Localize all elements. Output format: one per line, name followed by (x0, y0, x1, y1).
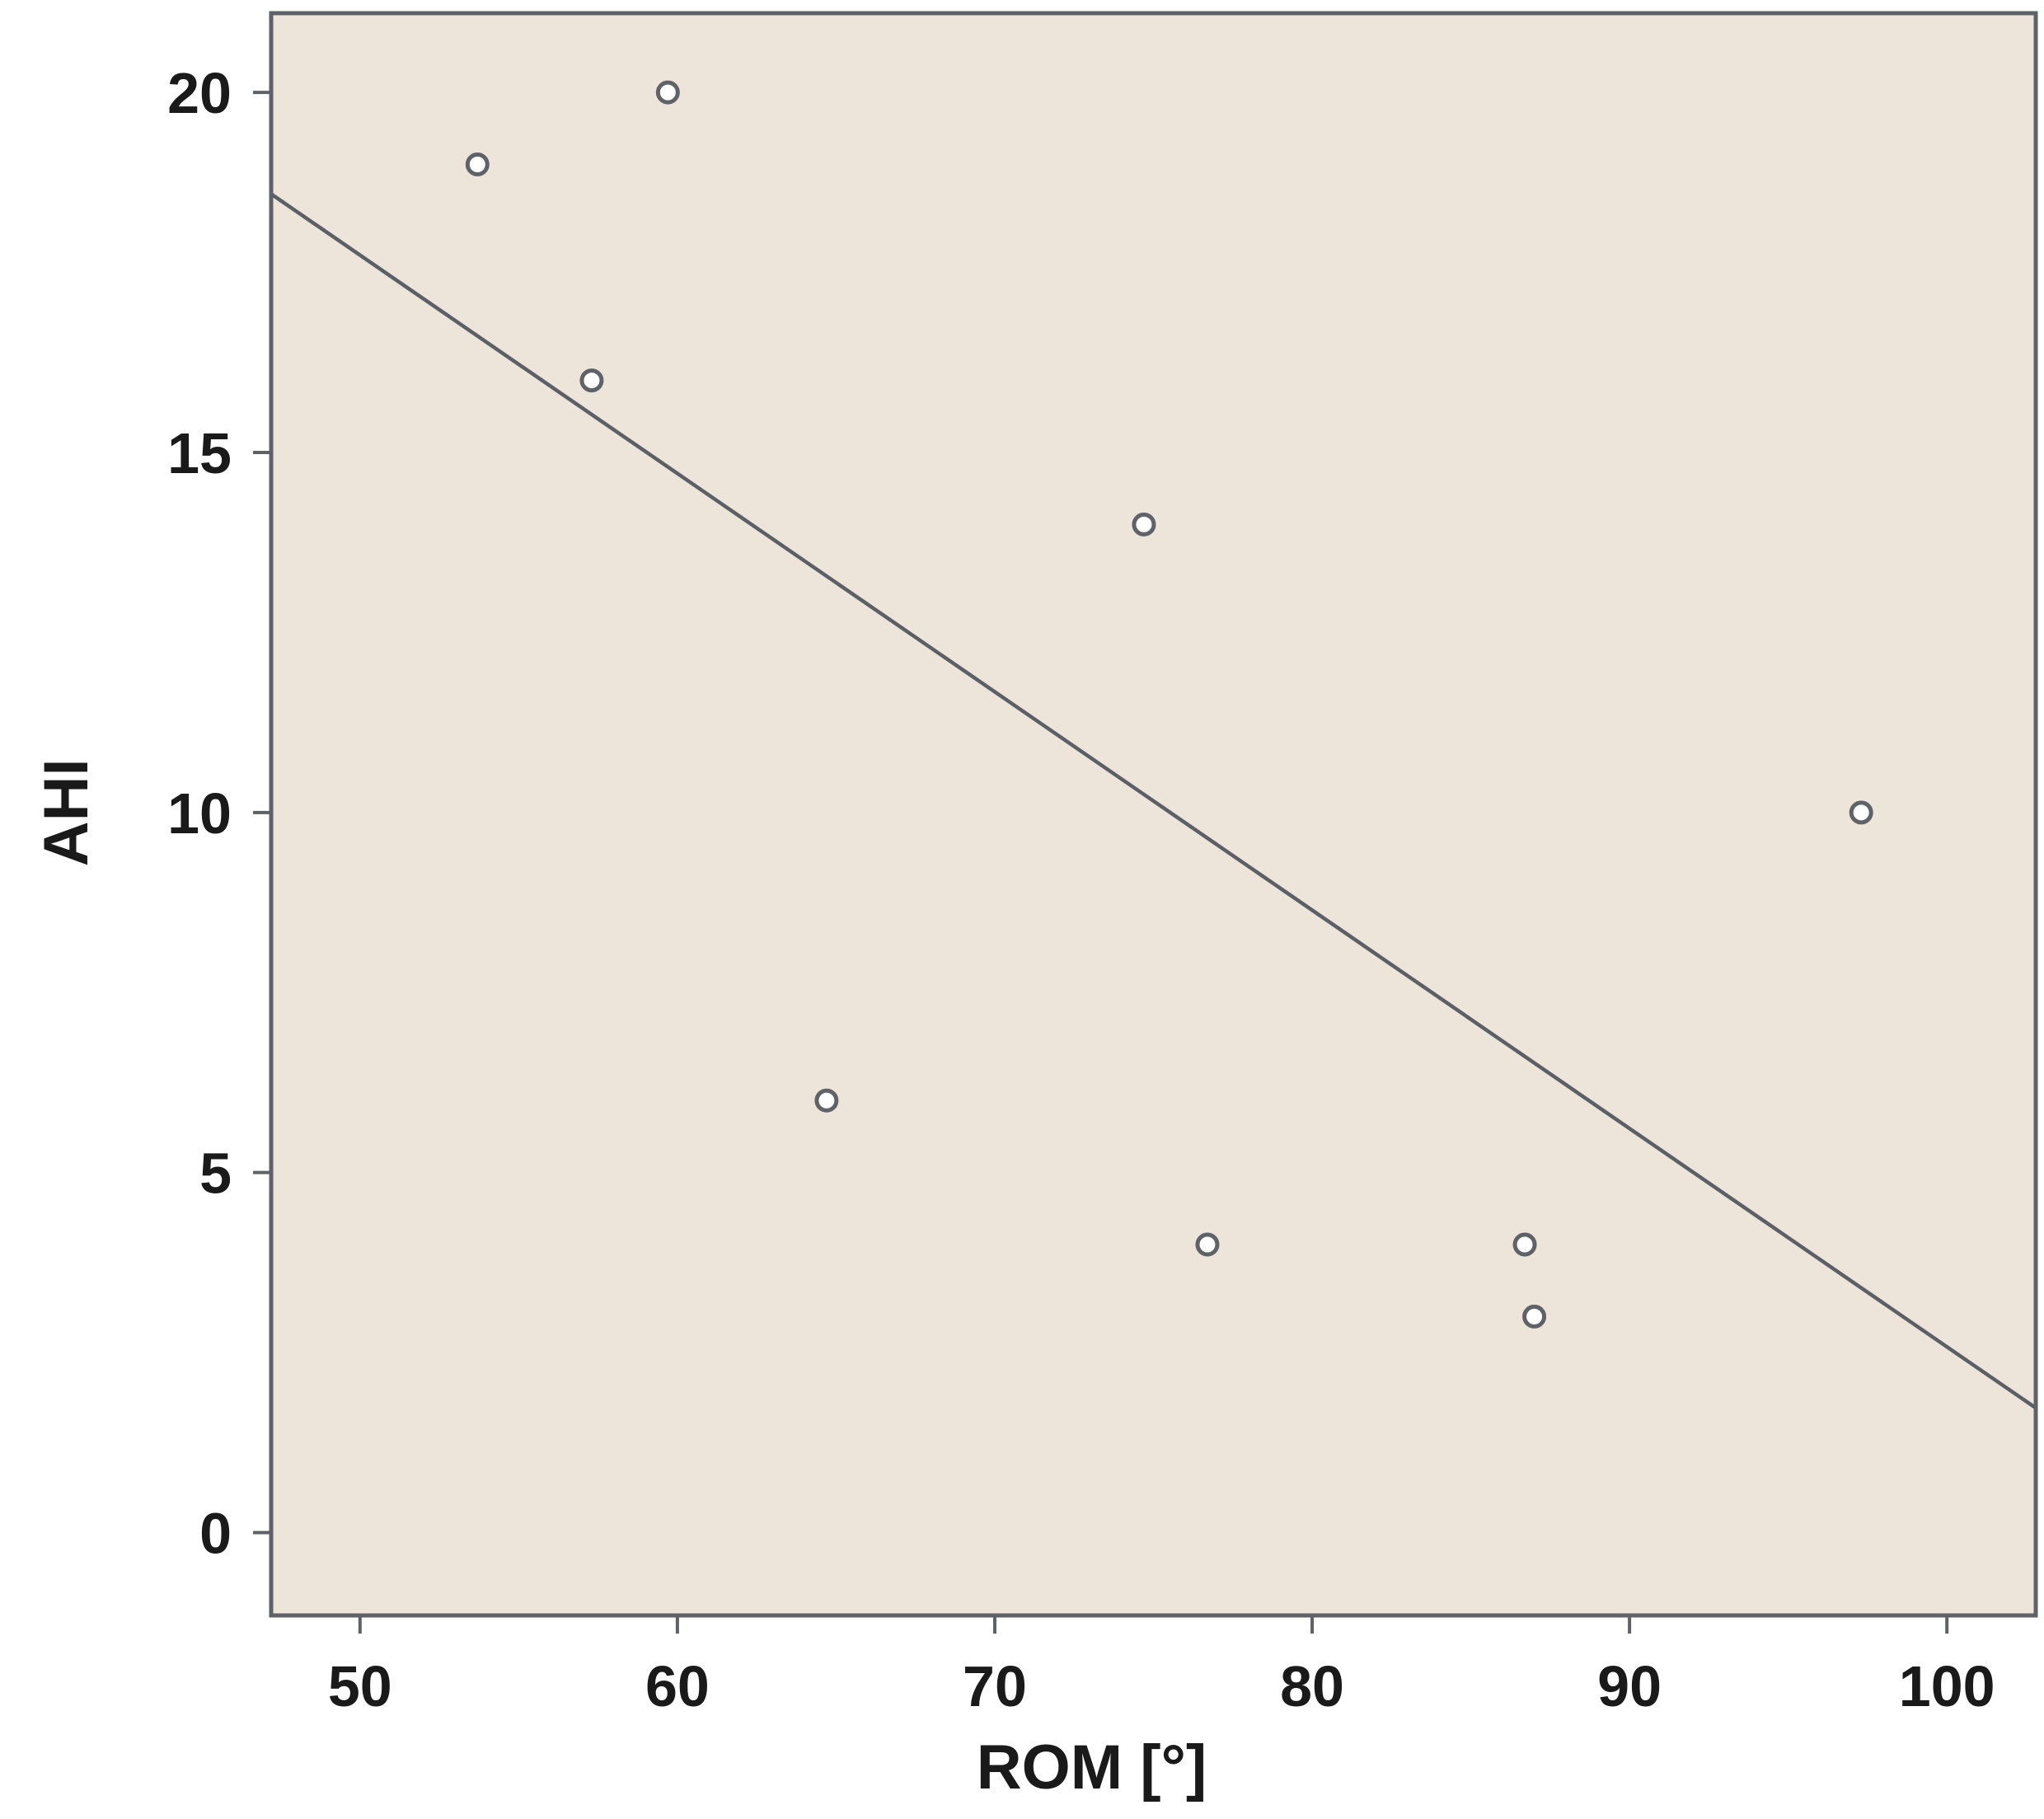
x-tick-label: 90 (1597, 1654, 1662, 1718)
x-tick-label: 50 (328, 1654, 392, 1718)
x-axis-label: ROM [°] (977, 1732, 1207, 1803)
x-tick-label: 100 (1899, 1654, 1995, 1718)
data-point (1522, 1304, 1547, 1329)
y-tick-label: 15 (167, 421, 232, 485)
data-point (465, 152, 490, 176)
x-axis: 50 60 70 80 90 100 (328, 1615, 1995, 1718)
data-point (1195, 1232, 1220, 1257)
y-axis-label: AHI (31, 758, 101, 866)
data-point (579, 368, 604, 393)
y-tick-label: 0 (199, 1502, 232, 1566)
plot-frame (269, 11, 2038, 1618)
data-point (1132, 512, 1156, 537)
x-tick-label: 70 (963, 1654, 1027, 1718)
x-tick-label: 60 (645, 1654, 710, 1718)
fit-line (270, 192, 2037, 1410)
plot-area (271, 13, 2036, 1615)
x-tick-label: 80 (1280, 1654, 1344, 1718)
data-point (655, 80, 680, 105)
data-point (814, 1088, 839, 1113)
y-tick-label: 10 (167, 781, 232, 846)
y-axis: 0 5 10 15 20 (167, 61, 271, 1566)
data-point (1512, 1232, 1537, 1257)
y-tick-label: 20 (167, 61, 232, 125)
y-tick-label: 5 (199, 1142, 232, 1206)
data-point (1849, 800, 1873, 825)
